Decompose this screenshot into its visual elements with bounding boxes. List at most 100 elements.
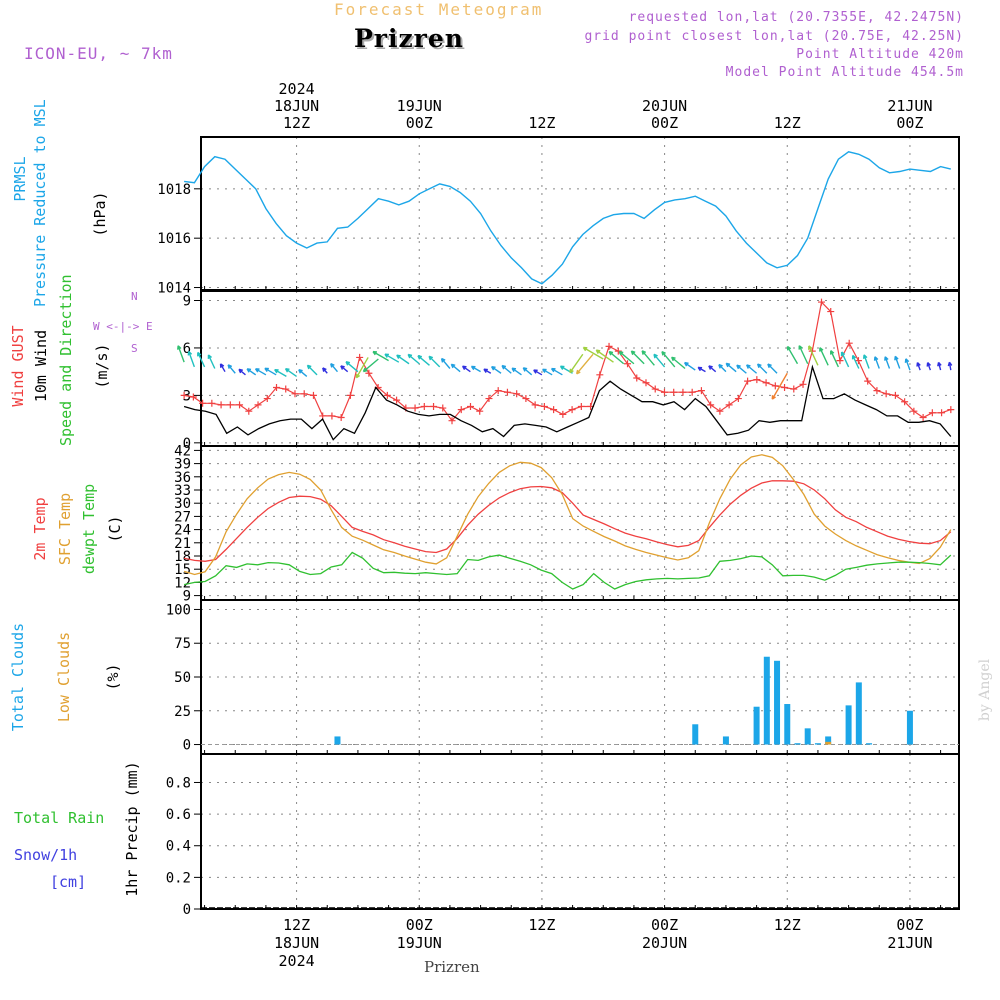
wind-direction-arrow (533, 369, 543, 376)
total-cloud-bar (855, 682, 862, 745)
gust-point (550, 406, 558, 414)
wind-direction-arrow (718, 363, 727, 373)
gust-point (411, 404, 419, 412)
time-label-top: 12Z (283, 114, 310, 132)
gust-point (716, 407, 724, 415)
gust-point (531, 401, 539, 409)
time-label-bottom: 18JUN (274, 934, 319, 952)
gust-point (393, 396, 401, 404)
gust-point (559, 410, 567, 418)
time-label-bottom: 00Z (651, 916, 678, 934)
wind-direction-arrow (767, 363, 778, 374)
wind-direction-arrow (736, 364, 747, 374)
gust-point (799, 380, 807, 388)
wind-direction-arrow (238, 368, 246, 376)
wind-direction-arrow (873, 356, 880, 369)
gust-point (642, 379, 650, 387)
gust-point (577, 402, 585, 410)
gust-point (670, 388, 678, 396)
wind-direction-arrow (345, 361, 359, 373)
tsfc-line (183, 454, 952, 576)
snow-label: Snow/1h (14, 846, 78, 864)
y-tick-label: 9 (183, 589, 191, 605)
wind-direction-arrow (582, 346, 604, 360)
total-cloud-bar (794, 743, 801, 745)
gust-point (356, 353, 364, 361)
wind-direction-arrow (884, 356, 891, 369)
wind-direction-arrow (661, 350, 676, 368)
y-tick-label: 39 (174, 457, 191, 473)
wind-direction-arrow (798, 345, 809, 365)
total-cloud-bar (784, 704, 791, 745)
wind-direction-arrow (840, 351, 850, 368)
time-label-bottom: 12Z (774, 916, 801, 934)
gust-point (300, 390, 308, 398)
gust-point (882, 390, 890, 398)
wind-direction-arrow (396, 354, 410, 365)
gust-point (476, 407, 484, 415)
y-tick-label: 12 (174, 575, 191, 591)
wind-direction-arrow (322, 367, 328, 374)
wind-direction-arrow (926, 362, 932, 371)
time-label-top: 19JUN (397, 97, 442, 115)
wind-direction-arrow (306, 364, 318, 376)
gust-point (753, 376, 761, 384)
gust-point (282, 385, 290, 393)
wind-direction-arrow (440, 357, 451, 369)
gust-point (448, 417, 456, 425)
gust-point (901, 398, 909, 406)
wind-line (183, 364, 952, 441)
time-label-top: 18JUN (274, 97, 319, 115)
wind-direction-arrow (894, 355, 901, 369)
y-tick-label: 9 (183, 293, 191, 309)
time-label-top: 00Z (651, 114, 678, 132)
gust-point (522, 395, 530, 403)
total-cloud-bar (906, 710, 913, 745)
wind-direction-arrow (575, 353, 594, 375)
y-tick-label: 24 (174, 523, 191, 539)
wind-direction-arrow (683, 361, 696, 371)
time-label-bottom: 19JUN (397, 934, 442, 952)
gust-point (236, 401, 244, 409)
wind-direction-arrow (771, 372, 788, 400)
gust-point (827, 308, 835, 316)
wind-direction-arrow (653, 353, 666, 368)
gust-point (346, 391, 354, 399)
wind-direction-arrow (630, 350, 645, 365)
wind-direction-arrow (177, 345, 185, 363)
wind-direction-arrow (298, 368, 308, 377)
gust-point (697, 387, 705, 395)
gust-point (633, 374, 641, 382)
gust-point (928, 409, 936, 417)
wind-direction-arrow (937, 361, 942, 371)
gust-point (430, 402, 438, 410)
wind-direction-arrow (254, 368, 267, 376)
y-tick-label: 15 (174, 562, 191, 578)
model-altitude: Model Point Altitude 454.5m (725, 65, 964, 80)
total-cloud-bar (814, 743, 821, 745)
compass-south: S (131, 342, 138, 355)
y-tick-label: 50 (174, 670, 191, 686)
wind-direction-arrow (284, 367, 297, 377)
wind-direction-arrow (246, 368, 257, 376)
time-label-bottom: 12Z (283, 916, 310, 934)
gust-point (503, 388, 511, 396)
gust-point (836, 357, 844, 365)
wind-direction-arrow (274, 368, 287, 378)
wind-direction-arrow (947, 361, 953, 371)
y-tick-label: 0.8 (166, 775, 191, 791)
wind-direction-arrow (461, 365, 471, 373)
wind-direction-arrow (697, 366, 706, 373)
y-tick-label: 33 (174, 483, 191, 499)
total-cloud-bar (334, 736, 341, 745)
gust-point (485, 395, 493, 403)
gust-point (217, 401, 225, 409)
panel-frame (200, 753, 960, 910)
wind-direction-arrow (340, 365, 349, 373)
gust-point (605, 342, 613, 350)
time-label-top: 21JUN (887, 97, 932, 115)
gust-point (891, 391, 899, 399)
time-label-top: 12Z (528, 114, 555, 132)
y-tick-label: 75 (174, 636, 191, 652)
wind-direction-arrow (756, 363, 768, 374)
